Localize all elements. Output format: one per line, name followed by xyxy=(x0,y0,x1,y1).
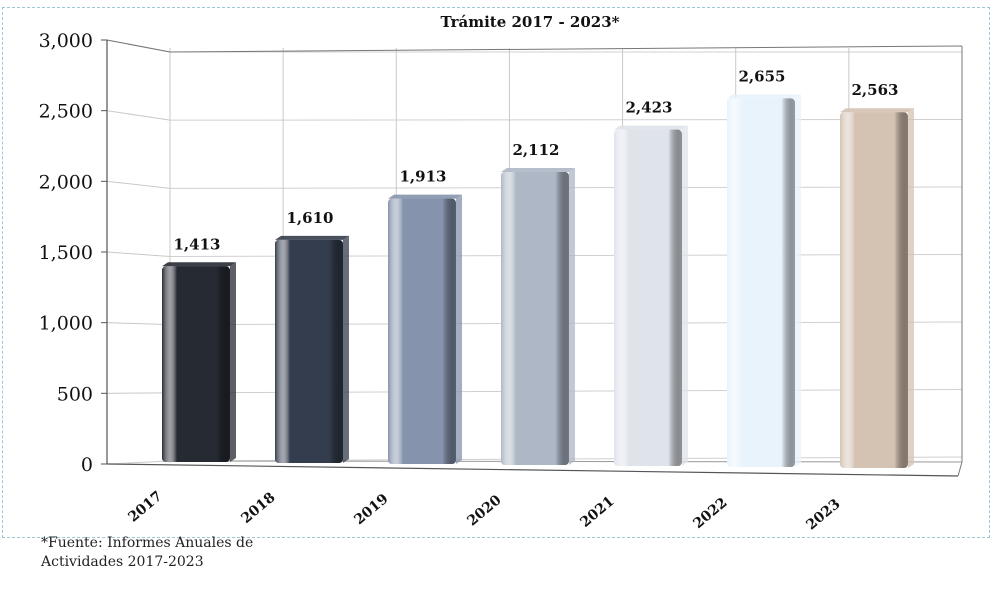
y-tick-label: 0 xyxy=(81,454,93,476)
bar-side xyxy=(569,167,575,465)
bar-top xyxy=(388,194,462,199)
value-label-2023: 2,563 xyxy=(852,81,899,99)
frame-edge xyxy=(169,45,963,53)
bar-front xyxy=(840,112,908,468)
bar-side xyxy=(456,194,462,465)
grid-line-side xyxy=(106,322,171,326)
bar-side xyxy=(230,262,236,462)
frame-edge xyxy=(106,39,171,53)
bar-side xyxy=(343,235,349,463)
y-tick-label: 1,500 xyxy=(39,242,93,264)
bar-top xyxy=(840,108,914,113)
x-tick-label-2021: 2021 xyxy=(577,493,617,530)
chart-frame xyxy=(2,7,990,538)
source-note: *Fuente: Informes Anuales de Actividades… xyxy=(41,534,253,572)
bar-2017 xyxy=(162,262,236,462)
bar-2023 xyxy=(840,108,914,468)
x-tick-label-2019: 2019 xyxy=(351,491,391,528)
y-tick-label: 2,500 xyxy=(39,101,93,123)
x-axis: 2017 2018 2019 2020 2021 2022 2023 xyxy=(125,488,843,533)
x-tick-label-2018: 2018 xyxy=(238,490,278,527)
value-labels: 1,413 1,610 1,913 2,112 2,423 2,655 2,563 xyxy=(174,67,899,253)
bar-front xyxy=(614,129,682,466)
bar-chart: 0 500 1,000 1,500 2,000 2,500 3,000 1,413 1,610… xyxy=(39,13,963,533)
bar-side xyxy=(795,94,801,467)
source-note-line-2: Actividades 2017-2023 xyxy=(41,554,204,570)
bar-top xyxy=(614,125,688,130)
value-label-2020: 2,112 xyxy=(513,141,560,159)
bar-2021 xyxy=(614,125,688,466)
grid-line-side xyxy=(106,460,171,465)
grid-line xyxy=(169,119,963,121)
bar-side xyxy=(682,125,688,466)
y-tick-label: 500 xyxy=(57,383,93,405)
value-label-2017: 1,413 xyxy=(174,235,221,253)
grid-line-side xyxy=(106,110,171,121)
grid-line-side xyxy=(106,180,171,189)
grid-line-side xyxy=(106,392,171,394)
bar-front xyxy=(162,266,230,462)
y-tick-label: 1,000 xyxy=(39,313,93,335)
floor-front-edge xyxy=(106,463,959,477)
bar-side xyxy=(908,108,914,468)
bars xyxy=(162,94,914,468)
chart-title: Trámite 2017 - 2023* xyxy=(441,13,620,31)
x-tick-label-2023: 2023 xyxy=(803,496,843,533)
grid-line-side xyxy=(106,251,171,257)
y-tick-label: 2,000 xyxy=(39,171,93,193)
bar-front xyxy=(388,198,456,465)
bar-2020 xyxy=(501,167,575,465)
value-label-2018: 1,610 xyxy=(287,209,334,227)
value-label-2019: 1,913 xyxy=(400,168,447,186)
x-tick-label-2022: 2022 xyxy=(690,495,730,532)
bar-front xyxy=(727,98,795,467)
value-label-2021: 2,423 xyxy=(626,99,673,117)
floor-right-edge xyxy=(957,461,963,477)
bar-top xyxy=(501,167,575,172)
x-tick-label-2020: 2020 xyxy=(464,492,504,529)
y-tick-label: 3,000 xyxy=(39,30,93,52)
y-axis: 0 500 1,000 1,500 2,000 2,500 3,000 xyxy=(39,30,108,476)
bar-2018 xyxy=(275,235,349,463)
bar-top xyxy=(727,94,801,99)
x-tick-label-2017: 2017 xyxy=(125,488,165,525)
bar-2019 xyxy=(388,194,462,465)
value-label-2022: 2,655 xyxy=(739,67,786,85)
source-note-line-1: *Fuente: Informes Anuales de xyxy=(41,535,254,551)
bar-front xyxy=(275,239,343,463)
bar-front xyxy=(501,171,569,465)
bar-top xyxy=(162,262,236,267)
bar-2022 xyxy=(727,94,801,467)
bar-top xyxy=(275,235,349,240)
